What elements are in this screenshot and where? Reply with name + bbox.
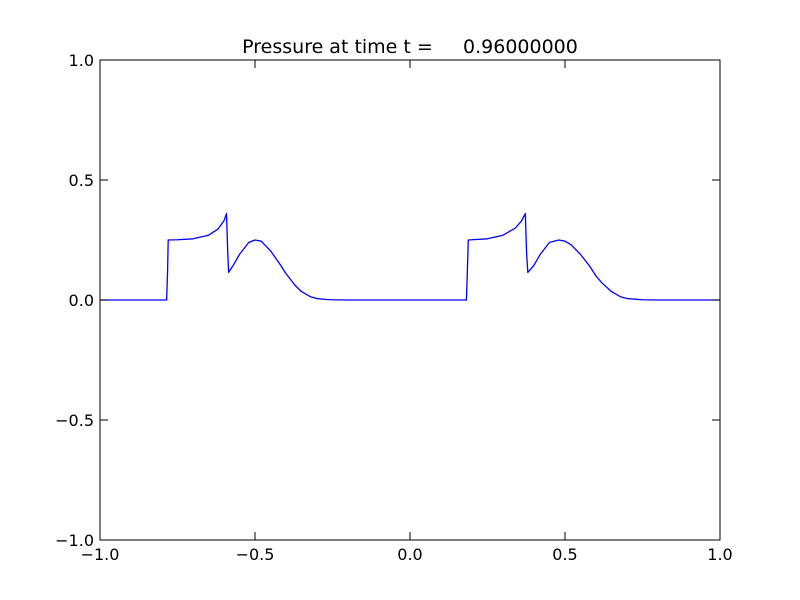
x-tick-label: −0.5 xyxy=(236,545,275,564)
series-layer xyxy=(100,212,720,301)
y-tick-label: −0.5 xyxy=(55,411,94,430)
y-tick-label: 0.0 xyxy=(69,291,94,310)
x-tick-label: 0.5 xyxy=(552,545,577,564)
y-tick-label: −1.0 xyxy=(55,531,94,550)
x-tick-label: 0.0 xyxy=(397,545,422,564)
y-tick-label: 1.0 xyxy=(69,51,94,70)
x-tick-label: −1.0 xyxy=(81,545,120,564)
plot-area-frame xyxy=(99,59,721,541)
pressure-series-line xyxy=(100,212,720,301)
chart-title: Pressure at time t = 0.96000000 xyxy=(242,36,578,58)
x-tick-label: 1.0 xyxy=(707,545,732,564)
y-tick-label: 0.5 xyxy=(69,171,94,190)
